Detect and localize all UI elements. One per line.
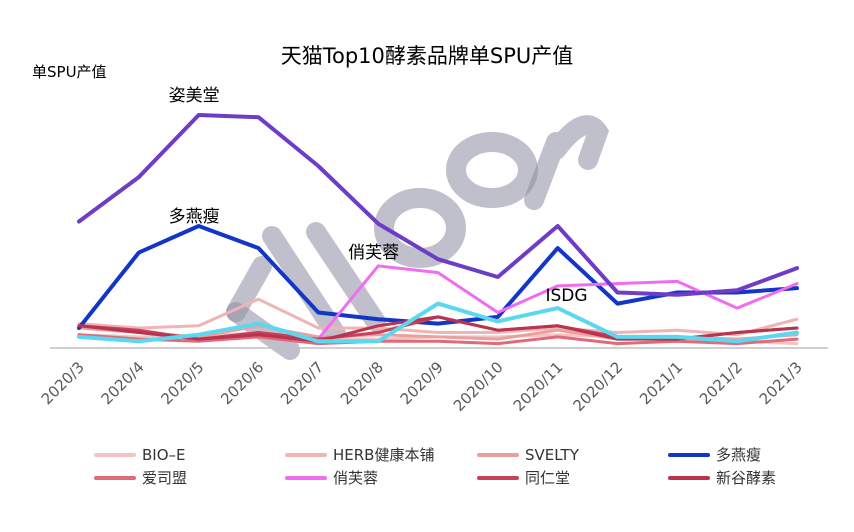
x-axis-ticks: 2020/3 2020/4 2020/5 2020/6 2020/7 2020/8 2020… [38, 358, 806, 415]
x-tick-label: 2020/5 [157, 358, 207, 408]
chart-title: 天猫Top10酵素品牌单SPU产值 [281, 44, 574, 68]
series-line-3 [77, 224, 799, 330]
legend-label: BIO–E [142, 446, 186, 464]
legend-label: 多燕瘦 [716, 446, 761, 464]
legend-label: HERB健康本铺 [333, 446, 434, 464]
x-tick-label: 2020/6 [217, 358, 267, 408]
plot-area [50, 113, 828, 349]
legend-label: 爱司盟 [142, 469, 187, 487]
x-tick-label: 2020/12 [570, 358, 627, 415]
x-tick-label: 2020/9 [397, 358, 447, 408]
x-tick-label: 2020/8 [337, 358, 387, 408]
x-tick-label: 2021/3 [756, 358, 806, 408]
series-line-5 [316, 264, 799, 341]
x-tick-label: 2020/4 [98, 358, 148, 408]
legend-label: 俏芙蓉 [333, 469, 378, 487]
y-axis-label: 单SPU产值 [32, 63, 107, 81]
x-tick-label: 2020/11 [510, 358, 567, 415]
annotation-label: 姿美堂 [169, 86, 220, 106]
annotation-label: 多燕瘦 [169, 207, 220, 227]
watermark-logo [226, 115, 610, 360]
x-tick-label: 2021/2 [696, 358, 746, 408]
series-line-1 [77, 297, 799, 337]
x-tick-label: 2020/3 [38, 358, 88, 408]
legend-label: SVELTY [525, 446, 580, 464]
series-line-9 [77, 301, 799, 344]
series-line-8 [77, 113, 799, 297]
legend-label: 新谷酵素 [716, 469, 776, 487]
x-tick-label: 2020/7 [277, 358, 327, 408]
annotation-label: ISDG [546, 286, 588, 306]
annotation-label: 俏芙蓉 [348, 243, 399, 263]
x-tick-label: 2020/10 [450, 358, 507, 415]
x-tick-label: 2021/1 [636, 358, 686, 408]
series-line-7 [77, 315, 799, 343]
series-line-4 [77, 333, 799, 346]
legend-label: 同仁堂 [525, 469, 570, 487]
